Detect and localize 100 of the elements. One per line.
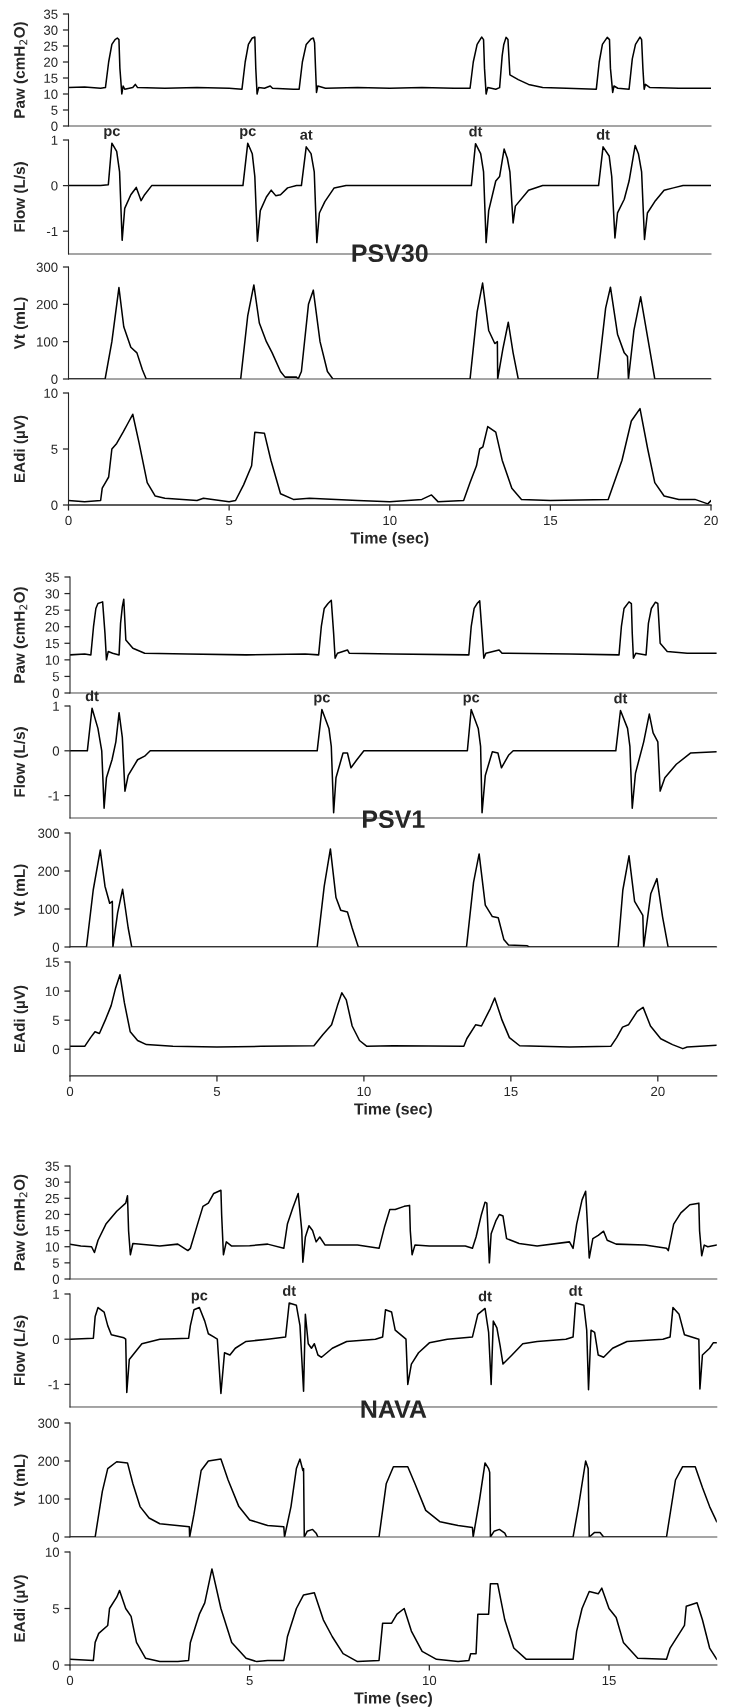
line-series: [68, 36, 711, 95]
annotation: dt: [569, 1285, 583, 1296]
y-tick-label: 5: [52, 1604, 60, 1614]
y-tick-label: 20: [45, 622, 60, 632]
annotation: dt: [469, 125, 483, 137]
y-tick-label: 15: [45, 1226, 60, 1236]
line-series: [70, 598, 717, 661]
y-tick-label: 20: [45, 1210, 60, 1220]
y-tick-label: 0: [52, 1334, 60, 1345]
line-series: [70, 1302, 717, 1395]
y-tick-label: 300: [38, 1418, 60, 1428]
y-tick-label: 0: [51, 374, 58, 384]
y-axis-title: Paw (cmH$_{2}$O): [13, 1174, 28, 1271]
annotation: pc: [314, 694, 330, 706]
x-tick-label: 5: [225, 515, 233, 526]
annotation: pc: [463, 694, 480, 706]
y-tick-label: 15: [45, 638, 60, 649]
y-tick-label: 100: [38, 904, 60, 914]
x-tick-label: 5: [246, 1675, 253, 1686]
annotation: dt: [596, 129, 610, 140]
y-tick-label: 10: [45, 986, 60, 996]
y-axis-title: Flow (L/s): [13, 1315, 28, 1386]
y-tick-label: 30: [45, 1177, 60, 1188]
y-tick-label: 5: [51, 105, 58, 115]
chart-title: PSV1: [363, 810, 425, 829]
y-axis-title: Vt (mL): [13, 297, 28, 350]
y-axis-title: Flow (L/s): [13, 727, 28, 797]
y-tick-label: 5: [51, 444, 58, 454]
annotation: pc: [240, 128, 256, 140]
y-tick-label: 300: [36, 262, 58, 272]
x-tick-label: 15: [544, 515, 558, 526]
y-tick-label: 35: [43, 9, 58, 19]
x-tick-label: 15: [602, 1675, 616, 1686]
annotation: dt: [85, 690, 99, 702]
y-tick-label: 5: [52, 1258, 60, 1268]
x-tick-label: 10: [357, 1086, 371, 1097]
y-tick-label: 10: [45, 1547, 60, 1557]
annotation: pc: [191, 1292, 208, 1304]
y-tick-label: 35: [45, 572, 60, 582]
y-tick-label: -1: [48, 791, 59, 801]
y-tick-label: -1: [46, 226, 58, 236]
y-axis-title: Vt (mL): [13, 864, 28, 917]
x-axis-title: Time (sec): [354, 1691, 432, 1707]
y-tick-label: 15: [45, 957, 60, 967]
y-tick-label: 35: [45, 1161, 60, 1171]
annotation: dt: [282, 1285, 296, 1296]
line-series: [70, 974, 717, 1050]
y-tick-label: 30: [45, 589, 60, 599]
y-tick-label: 10: [44, 89, 58, 99]
y-tick-label: 0: [51, 121, 58, 131]
y-tick-label: 0: [52, 688, 60, 698]
y-tick-label: 200: [38, 1456, 60, 1466]
x-tick-label: 15: [504, 1086, 518, 1097]
y-tick-label: 200: [38, 866, 60, 876]
chart-title: NAVA: [361, 1400, 427, 1418]
y-tick-label: 0: [52, 942, 60, 952]
y-axis-title: Flow (L/s): [13, 162, 28, 232]
y-tick-label: 30: [43, 25, 58, 35]
y-tick-label: 15: [44, 73, 58, 83]
line-series: [70, 1189, 717, 1264]
x-tick-label: 10: [383, 515, 397, 526]
y-tick-label: 25: [45, 1193, 60, 1204]
x-tick-label: 0: [66, 1086, 74, 1097]
y-tick-label: 100: [37, 337, 58, 347]
y-tick-label: 25: [44, 41, 58, 51]
x-tick-label: 0: [65, 515, 72, 526]
x-axis-title: Time (sec): [350, 531, 429, 547]
y-tick-label: 0: [51, 181, 58, 191]
y-tick-label: 0: [52, 1532, 60, 1542]
y-tick-label: 300: [38, 828, 60, 838]
annotation: dt: [478, 1290, 492, 1302]
y-tick-label: 0: [52, 1274, 60, 1284]
y-tick-label: 1: [53, 1289, 59, 1299]
y-tick-label: 200: [36, 299, 58, 310]
y-tick-label: 10: [45, 1242, 60, 1252]
y-tick-label: 0: [52, 1044, 60, 1055]
y-tick-label: 100: [38, 1494, 60, 1504]
y-tick-label: 20: [44, 57, 58, 67]
y-tick-label: 5: [52, 1015, 60, 1026]
y-tick-label: 1: [51, 135, 58, 145]
y-tick-label: 0: [52, 1660, 60, 1670]
y-tick-label: 1: [53, 701, 59, 711]
annotation: at: [300, 130, 313, 140]
y-tick-label: 0: [52, 746, 60, 756]
x-tick-label: 20: [651, 1086, 665, 1097]
y-axis-title: EAdi (µV): [13, 1575, 28, 1642]
y-tick-label: 0: [51, 500, 58, 510]
y-axis-title: Paw (cmH$_{2}$O): [13, 587, 28, 683]
x-axis-title: Time (sec): [354, 1102, 432, 1118]
y-tick-label: -1: [48, 1380, 59, 1390]
x-tick-label: 5: [213, 1086, 221, 1097]
y-axis-title: Vt (mL): [13, 1454, 28, 1507]
y-axis-title: EAdi (µV): [13, 985, 28, 1053]
line-series: [68, 142, 711, 244]
x-tick-label: 0: [66, 1675, 74, 1686]
y-tick-label: 10: [44, 388, 58, 398]
y-axis-title: EAdi (µV): [13, 415, 28, 483]
chart-title: PSV30: [352, 244, 428, 263]
x-tick-label: 20: [704, 515, 718, 526]
y-tick-label: 5: [52, 672, 60, 682]
